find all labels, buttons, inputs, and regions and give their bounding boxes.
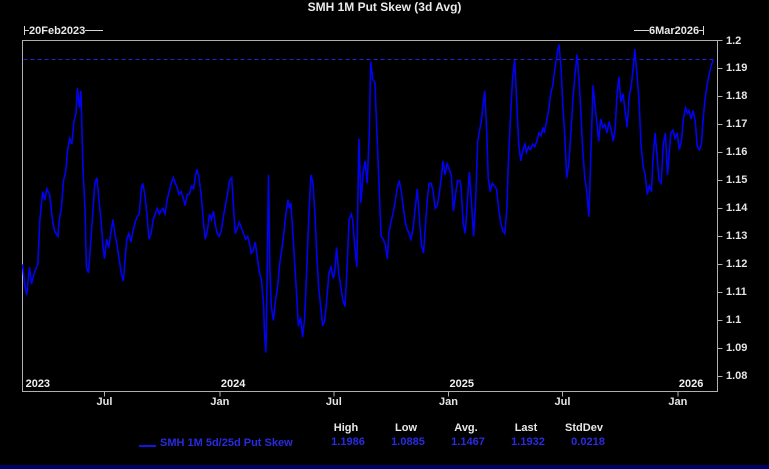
y-tick-label: 1.14 (726, 202, 748, 215)
range-start-tail (85, 30, 104, 31)
stats-header-last: Last (514, 422, 538, 434)
year-label: 2024 (220, 378, 246, 390)
range-start-stub (25, 30, 29, 31)
x-tick-label: Jul (325, 396, 342, 408)
range-end-marker[interactable]: 6Mar2026 (634, 24, 705, 37)
x-tick-label: Jan (668, 396, 688, 408)
year-label: 2023 (25, 378, 51, 390)
range-end-tail (634, 30, 649, 31)
y-tick-label: 1.13 (726, 230, 748, 243)
plot-frame (22, 40, 718, 392)
range-end-label: 6Mar2026 (649, 24, 700, 37)
stats-header-high: High (333, 422, 359, 434)
stats-value-last: 1.1932 (511, 436, 545, 448)
legend-line-sample (139, 445, 156, 447)
range-start-marker[interactable]: 20Feb2023 (24, 24, 104, 37)
y-tick-label: 1.08 (726, 370, 748, 383)
range-end-tick (703, 26, 705, 35)
x-tick-label: Jan (210, 396, 230, 408)
y-tick-label: 1.11 (726, 286, 747, 299)
legend-series-label[interactable]: SMH 1M 5d/25d Put Skew (160, 437, 293, 449)
y-tick-label: 1.19 (726, 62, 748, 75)
y-tick-label: 1.18 (726, 90, 748, 103)
stats-value-avg: 1.1467 (451, 436, 485, 448)
y-tick-label: 1.17 (726, 118, 748, 131)
year-label: 2025 (449, 378, 475, 390)
y-tick-label: 1.12 (726, 258, 748, 271)
stats-value-low: 1.0885 (391, 436, 425, 448)
range-end-stub (699, 30, 704, 31)
x-tick-label: Jul (96, 396, 113, 408)
y-tick-label: 1.2 (726, 34, 742, 47)
bottom-edge-strip (0, 465, 769, 469)
x-tick-label: Jul (554, 396, 571, 408)
y-tick-label: 1.09 (726, 342, 748, 355)
stats-value-high: 1.1986 (331, 436, 365, 448)
year-label: 2026 (678, 378, 704, 390)
x-tick-label: Jan (439, 396, 459, 408)
stats-value-stddev: 0.0218 (571, 436, 605, 448)
range-start-label: 20Feb2023 (29, 24, 86, 37)
y-tick-label: 1.1 (726, 314, 742, 327)
y-tick-label: 1.16 (726, 146, 748, 159)
y-tick-label: 1.15 (726, 174, 748, 187)
chart-title: SMH 1M Put Skew (3d Avg) (307, 0, 462, 14)
series-line-put-skew (21, 44, 715, 353)
stats-header-stddev: StdDev (565, 422, 603, 434)
range-start-tick (24, 26, 25, 35)
stats-header-low: Low (395, 422, 417, 434)
stats-header-avg: Avg. (454, 422, 478, 434)
